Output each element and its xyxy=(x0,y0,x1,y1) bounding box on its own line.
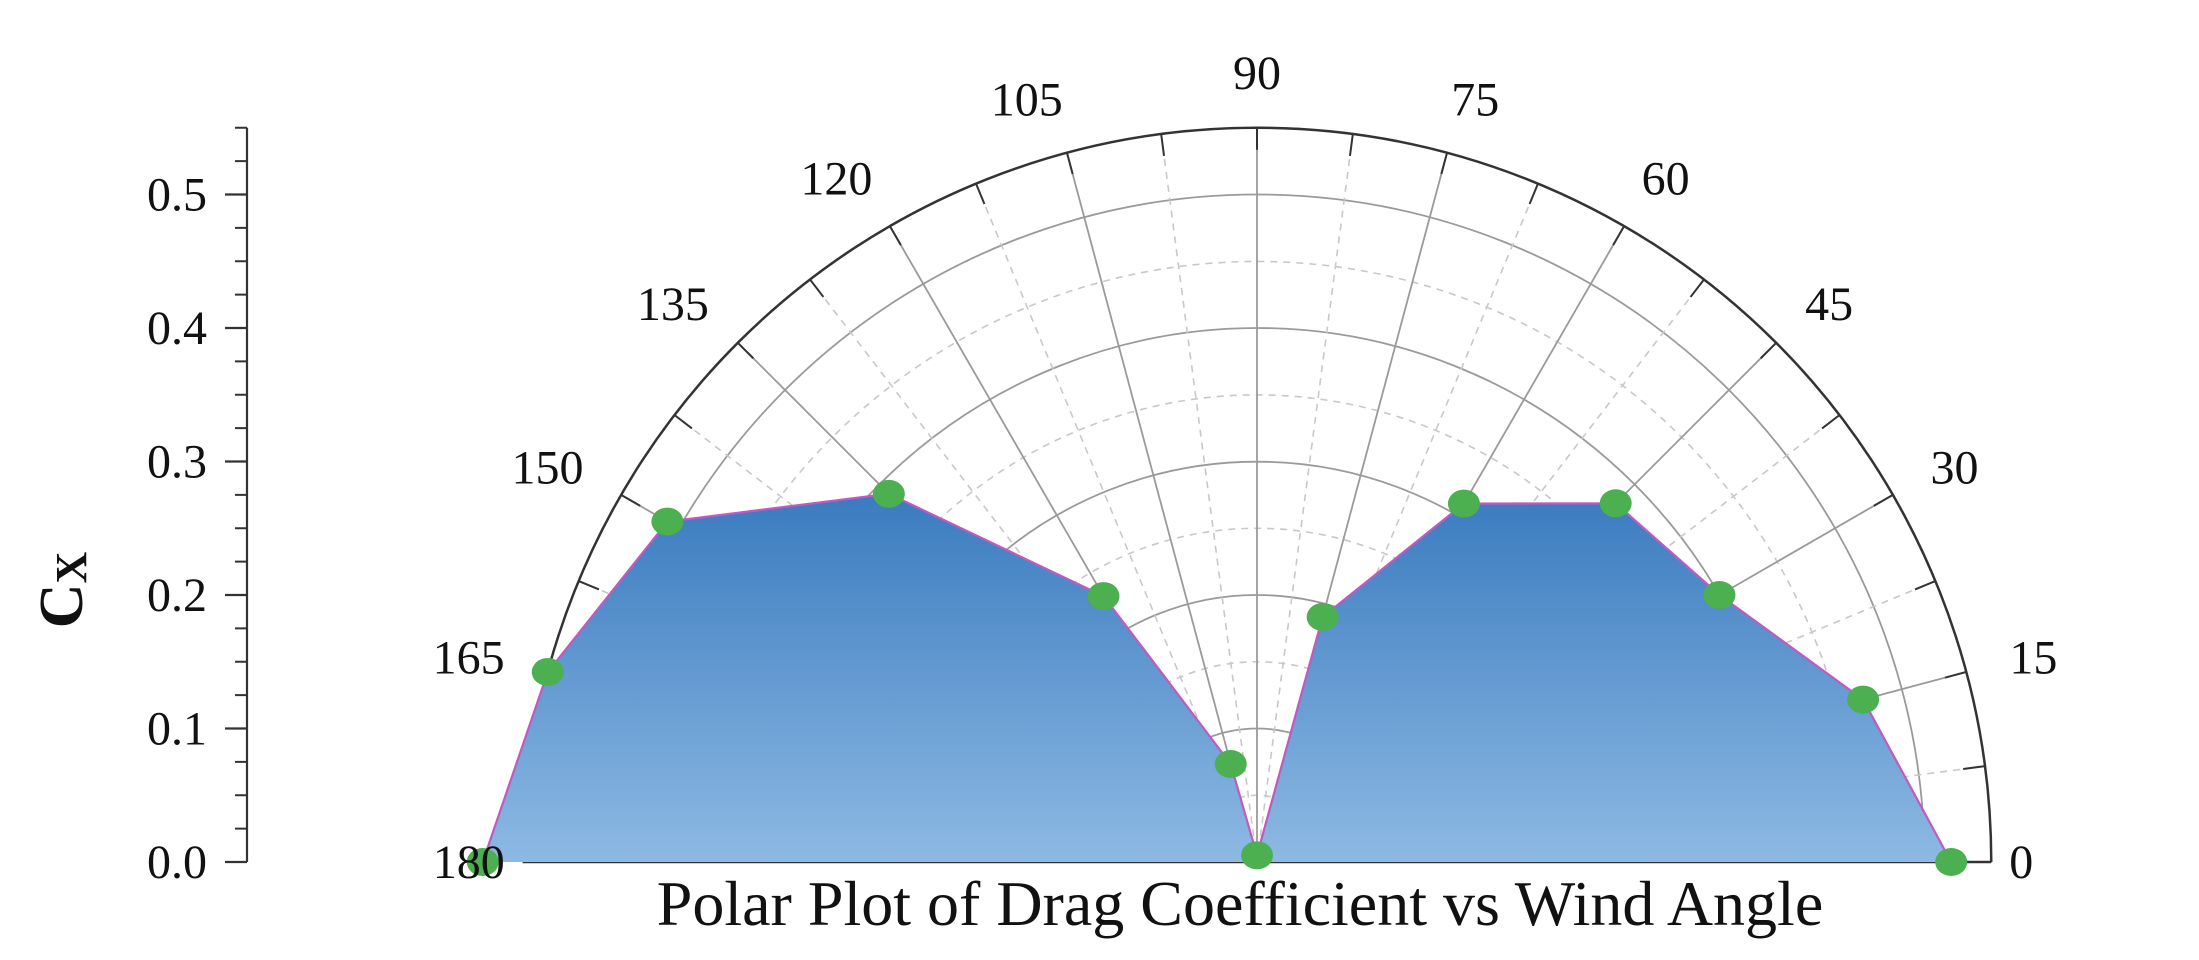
y-tick-label: 0.3 xyxy=(147,436,207,489)
minor-grid-spoke xyxy=(1256,133,1354,863)
data-area xyxy=(481,492,1953,863)
outer-arc-tick xyxy=(1160,133,1166,156)
outer-arc-tick xyxy=(1821,414,1841,430)
outer-arc-tick xyxy=(1528,183,1539,205)
angle-tick-label: 120 xyxy=(800,152,872,205)
angle-tick-label: 60 xyxy=(1642,152,1690,205)
outer-arc-tick xyxy=(889,225,902,246)
outer-arc-tick xyxy=(1759,342,1777,360)
data-markers xyxy=(466,479,1968,876)
outer-arc-tick xyxy=(1873,494,1894,507)
data-point xyxy=(872,479,905,508)
outer-arc-tick xyxy=(1440,152,1449,175)
angle-tick-label: 75 xyxy=(1451,74,1499,127)
chart-title: Polar Plot of Drag Coefficient vs Wind A… xyxy=(657,868,1823,939)
outer-arc-tick xyxy=(1348,133,1354,156)
outer-arc-tick xyxy=(737,342,755,360)
data-point xyxy=(1241,841,1273,870)
outer-arc-tick xyxy=(809,278,825,298)
angle-tick-label: 105 xyxy=(991,74,1063,127)
outer-arc-tick xyxy=(1914,580,1936,591)
minor-grid-arc xyxy=(655,260,1859,863)
angle-tick-label: 180 xyxy=(433,836,505,889)
outer-arc-tick xyxy=(578,580,600,591)
data-point xyxy=(1599,489,1632,518)
outer-arc-tick xyxy=(975,183,986,205)
outer-arc-tick xyxy=(673,414,693,430)
data-point xyxy=(1087,582,1120,611)
major-grid-spoke xyxy=(1066,152,1258,863)
data-point xyxy=(466,848,499,876)
data-point xyxy=(1306,602,1339,631)
angle-tick-label: 135 xyxy=(637,278,709,331)
angle-labels: 0 15 30 45 60 75 90 105 120 135 150 165 180 xyxy=(433,47,2058,889)
y-tick-label: 0.1 xyxy=(147,703,207,756)
minor-grid-spoke xyxy=(1160,133,1258,863)
angle-tick-label: 150 xyxy=(511,441,583,494)
outer-arc-tick xyxy=(1944,670,1967,679)
data-point xyxy=(1703,581,1736,609)
angle-tick-label: 90 xyxy=(1233,47,1281,100)
data-point xyxy=(1447,489,1480,518)
data-point xyxy=(1935,848,1968,876)
outer-arc-tick xyxy=(1065,152,1074,175)
y-tick-label: 0.0 xyxy=(147,836,207,889)
data-point xyxy=(531,657,564,686)
data-point xyxy=(1847,685,1880,714)
y-axis: 0.0 0.1 0.2 0.3 0.4 0.5 xyxy=(147,126,249,889)
data-point xyxy=(1214,749,1247,778)
outer-arc-tick xyxy=(620,494,641,507)
data-point xyxy=(651,507,684,536)
y-tick-label: 0.4 xyxy=(147,302,207,355)
outer-arc-tick xyxy=(1612,225,1625,246)
y-axis-label: CX xyxy=(28,552,96,629)
y-tick-label: 0.5 xyxy=(147,169,207,222)
angle-tick-label: 15 xyxy=(2009,632,2057,685)
y-tick-label: 0.2 xyxy=(147,569,207,622)
area-fill xyxy=(482,493,1952,862)
angle-tick-label: 45 xyxy=(1805,278,1853,331)
outer-arc-tick xyxy=(1963,765,1986,771)
angle-tick-label: 30 xyxy=(1931,441,1979,494)
angle-tick-label: 0 xyxy=(2009,836,2033,889)
outer-arc-tick xyxy=(1689,278,1705,298)
angle-tick-label: 165 xyxy=(433,632,505,685)
